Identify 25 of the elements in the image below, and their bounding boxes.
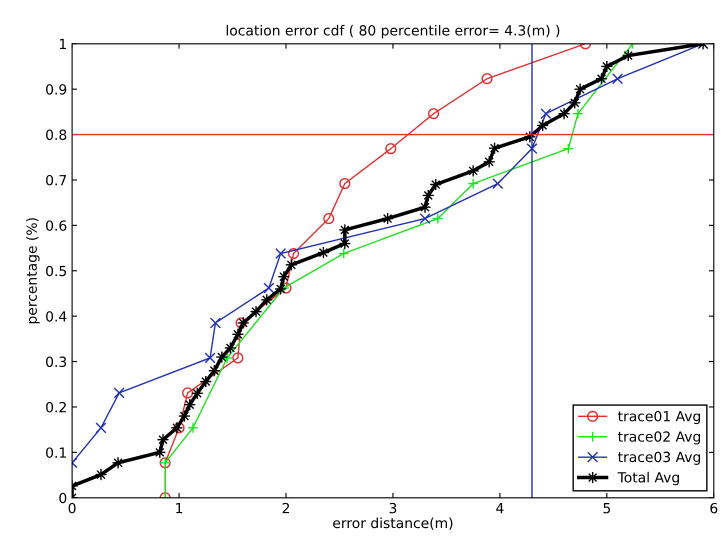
y-tick-label: 0.5 [46,266,66,276]
x-tick-label: 1 [176,503,182,514]
y-tick-label: 1 [60,38,66,50]
x-tick-label: 0 [68,502,76,514]
x-tick-label: 6 [710,502,718,514]
y-tick-label: 0.7 [46,174,66,186]
x-tick-label: 2 [282,502,290,514]
chart-title: location error cdf ( 80 percentile error= 4.3(m) ) [226,24,560,38]
x-axis-title: error distance(m) [333,517,452,530]
y-tick-label: 0.6 [46,220,66,231]
legend-label: trace03 Avg [618,452,700,465]
y-tick-label: 0.1 [46,447,66,458]
y-tick-label: 0.9 [46,84,66,95]
y-axis-title: percentage (%) [26,218,40,324]
x-tick-label: 3 [390,502,396,514]
x-tick-label: 4 [496,503,504,514]
legend-label: Total Avg [618,472,679,486]
legend-label: trace01 Avg [618,410,700,424]
y-tick-label: 0 [59,492,66,504]
y-tick-label: 0.8 [46,130,66,140]
x-tick-label: 5 [603,503,610,514]
y-tick-label: 0.4 [46,311,66,322]
legend-label: trace02 Avg [618,431,700,444]
y-tick-label: 0.3 [46,356,66,368]
y-tick-label: 0.2 [46,402,66,412]
